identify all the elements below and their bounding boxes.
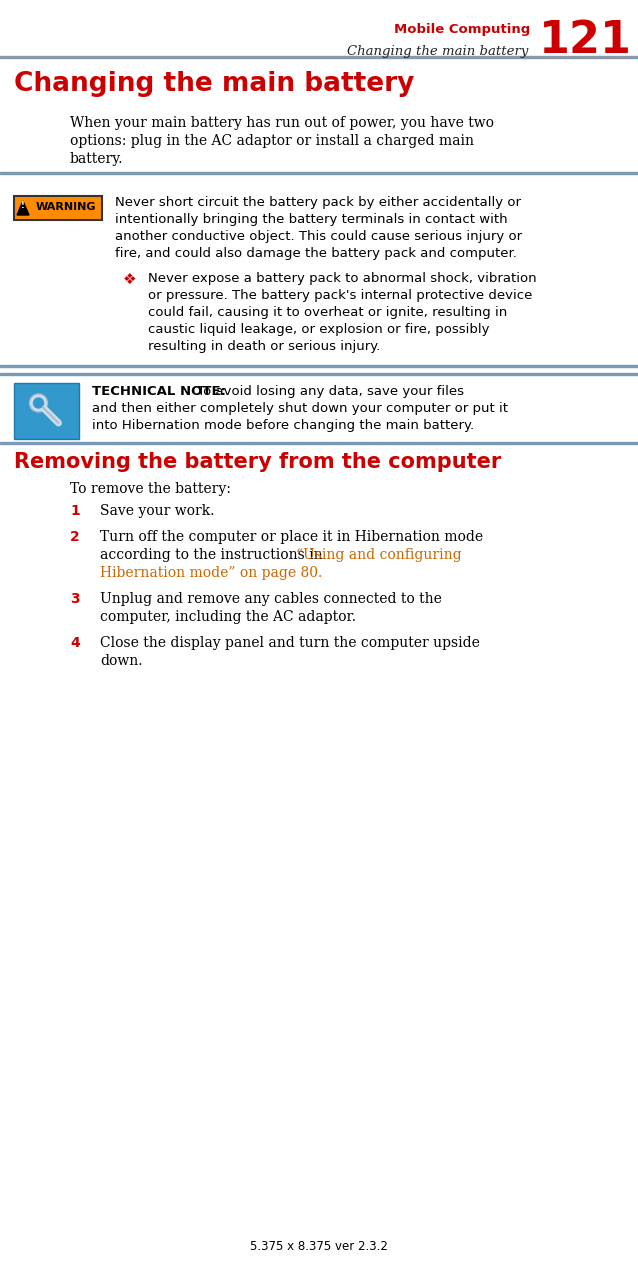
Bar (0, 372, 638, 375)
Bar (0, 56, 638, 58)
Text: fire, and could also damage the battery pack and computer.: fire, and could also damage the battery … (115, 247, 517, 261)
Text: Hibernation mode” on page 80.: Hibernation mode” on page 80. (100, 566, 322, 580)
Text: ❖: ❖ (123, 272, 137, 287)
Text: “Using and configuring: “Using and configuring (296, 548, 462, 562)
Text: options: plug in the AC adaptor or install a charged main: options: plug in the AC adaptor or insta… (70, 133, 474, 147)
Text: Never expose a battery pack to abnormal shock, vibration: Never expose a battery pack to abnormal … (148, 272, 537, 285)
Text: 121: 121 (539, 19, 632, 62)
Text: and then either completely shut down your computer or put it: and then either completely shut down you… (92, 402, 508, 416)
Text: another conductive object. This could cause serious injury or: another conductive object. This could ca… (115, 230, 522, 243)
Bar (14, 383, 79, 438)
Text: caustic liquid leakage, or explosion or fire, possibly: caustic liquid leakage, or explosion or … (148, 323, 489, 336)
Text: Unplug and remove any cables connected to the: Unplug and remove any cables connected t… (100, 592, 442, 606)
Text: Never short circuit the battery pack by either accidentally or: Never short circuit the battery pack by … (115, 196, 521, 208)
Text: battery.: battery. (70, 153, 124, 167)
Text: To remove the battery:: To remove the battery: (70, 482, 231, 496)
Text: !: ! (21, 202, 25, 211)
Text: Removing the battery from the computer: Removing the battery from the computer (14, 452, 501, 472)
Text: Changing the main battery: Changing the main battery (14, 71, 414, 97)
Text: Changing the main battery: Changing the main battery (346, 44, 528, 58)
Text: 3: 3 (70, 592, 80, 606)
Text: into Hibernation mode before changing the main battery.: into Hibernation mode before changing th… (92, 419, 474, 432)
Bar (14, 196, 102, 220)
Circle shape (34, 398, 43, 408)
Text: TECHNICAL NOTE:: TECHNICAL NOTE: (92, 385, 226, 398)
Text: 1: 1 (70, 505, 80, 519)
Text: Turn off the computer or place it in Hibernation mode: Turn off the computer or place it in Hib… (100, 530, 483, 544)
Text: Save your work.: Save your work. (100, 505, 214, 519)
Text: 5.375 x 8.375 ver 2.3.2: 5.375 x 8.375 ver 2.3.2 (250, 1240, 388, 1253)
Circle shape (29, 394, 47, 412)
Text: To avoid losing any data, save your files: To avoid losing any data, save your file… (193, 385, 464, 398)
Text: intentionally bringing the battery terminals in contact with: intentionally bringing the battery termi… (115, 214, 508, 226)
Text: or pressure. The battery pack's internal protective device: or pressure. The battery pack's internal… (148, 289, 532, 302)
Text: according to the instructions in: according to the instructions in (100, 548, 327, 562)
Text: 4: 4 (70, 636, 80, 649)
Text: could fail, causing it to overheat or ignite, resulting in: could fail, causing it to overheat or ig… (148, 306, 507, 319)
Text: computer, including the AC adaptor.: computer, including the AC adaptor. (100, 610, 356, 624)
Text: resulting in death or serious injury.: resulting in death or serious injury. (148, 341, 380, 353)
Bar (0, 172, 638, 174)
Text: Mobile Computing: Mobile Computing (394, 23, 530, 36)
Text: Close the display panel and turn the computer upside: Close the display panel and turn the com… (100, 636, 480, 649)
Text: WARNING: WARNING (36, 202, 96, 212)
Text: When your main battery has run out of power, you have two: When your main battery has run out of po… (70, 116, 494, 130)
Text: 2: 2 (70, 530, 80, 544)
Bar (0, 365, 638, 367)
Text: down.: down. (100, 655, 142, 669)
Polygon shape (17, 201, 29, 215)
Bar (0, 441, 638, 444)
